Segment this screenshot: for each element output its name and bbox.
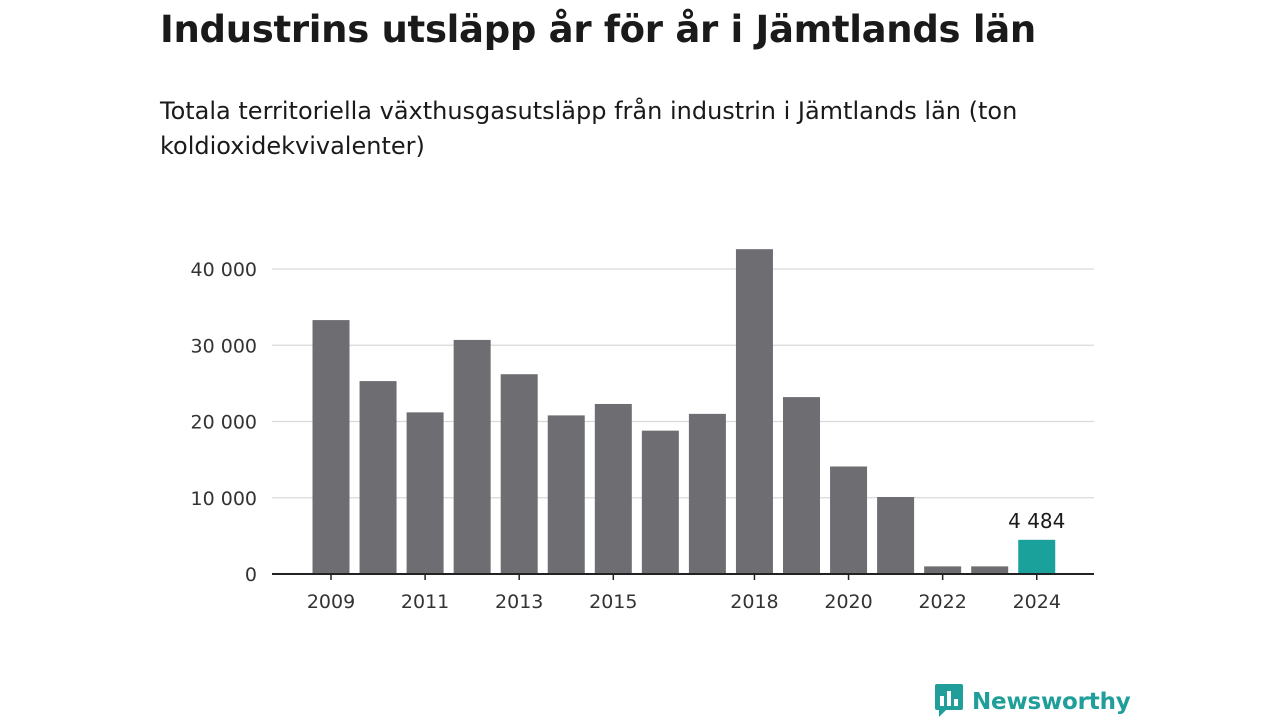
bar-2019 (783, 397, 820, 574)
bar-2021 (877, 496, 915, 574)
bar-2015 (594, 403, 632, 574)
y-axis-tick-labels: 0 10 000 20 000 30 000 40 000 (191, 259, 257, 586)
x-tick-label-2011: 2011 (401, 591, 449, 613)
bar-2020 (830, 466, 868, 574)
newsworthy-wordmark: Newsworthy (972, 689, 1131, 715)
bar-2010 (359, 381, 397, 574)
x-axis-tick-labels: 2009 2011 2013 2015 2018 2020 2022 2024 (307, 574, 1061, 613)
bar-2013 (500, 374, 538, 574)
bar-2017 (688, 413, 726, 574)
y-tick-label-20000: 20 000 (191, 412, 257, 434)
y-tick-label-40000: 40 000 (191, 259, 257, 281)
chart-title: Industrins utsläpp år för år i Jämtlands… (160, 8, 1036, 51)
data-label-2024: 4 484 (1008, 509, 1065, 533)
x-tick-label-2013: 2013 (495, 591, 543, 613)
newsworthy-logo-icon (934, 682, 964, 722)
y-tick-label-0: 0 (245, 564, 257, 586)
bar-2009 (312, 320, 350, 574)
x-tick-label-2018: 2018 (730, 591, 778, 613)
chart-subtitle: Totala territoriella växthusgasutsläpp f… (160, 97, 1018, 160)
data-labels: 4 484 (1008, 509, 1065, 533)
bar-2014 (547, 415, 585, 574)
bar-2011 (406, 412, 444, 574)
x-tick-label-2015: 2015 (589, 591, 637, 613)
x-tick-label-2020: 2020 (824, 591, 872, 613)
x-tick-label-2009: 2009 (307, 591, 355, 613)
y-tick-label-10000: 10 000 (191, 488, 257, 510)
bar-2018 (735, 249, 773, 575)
bar-2023 (971, 566, 1009, 574)
x-tick-label-2022: 2022 (918, 591, 966, 613)
bar-series (312, 249, 1056, 575)
newsworthy-brand: Newsworthy (934, 684, 1131, 720)
bar-2012 (453, 339, 491, 574)
bar-2022 (924, 566, 962, 574)
bar-2016 (641, 430, 679, 574)
bar-2024 (1018, 539, 1056, 574)
y-tick-label-30000: 30 000 (191, 335, 257, 357)
x-tick-label-2024: 2024 (1013, 591, 1061, 613)
